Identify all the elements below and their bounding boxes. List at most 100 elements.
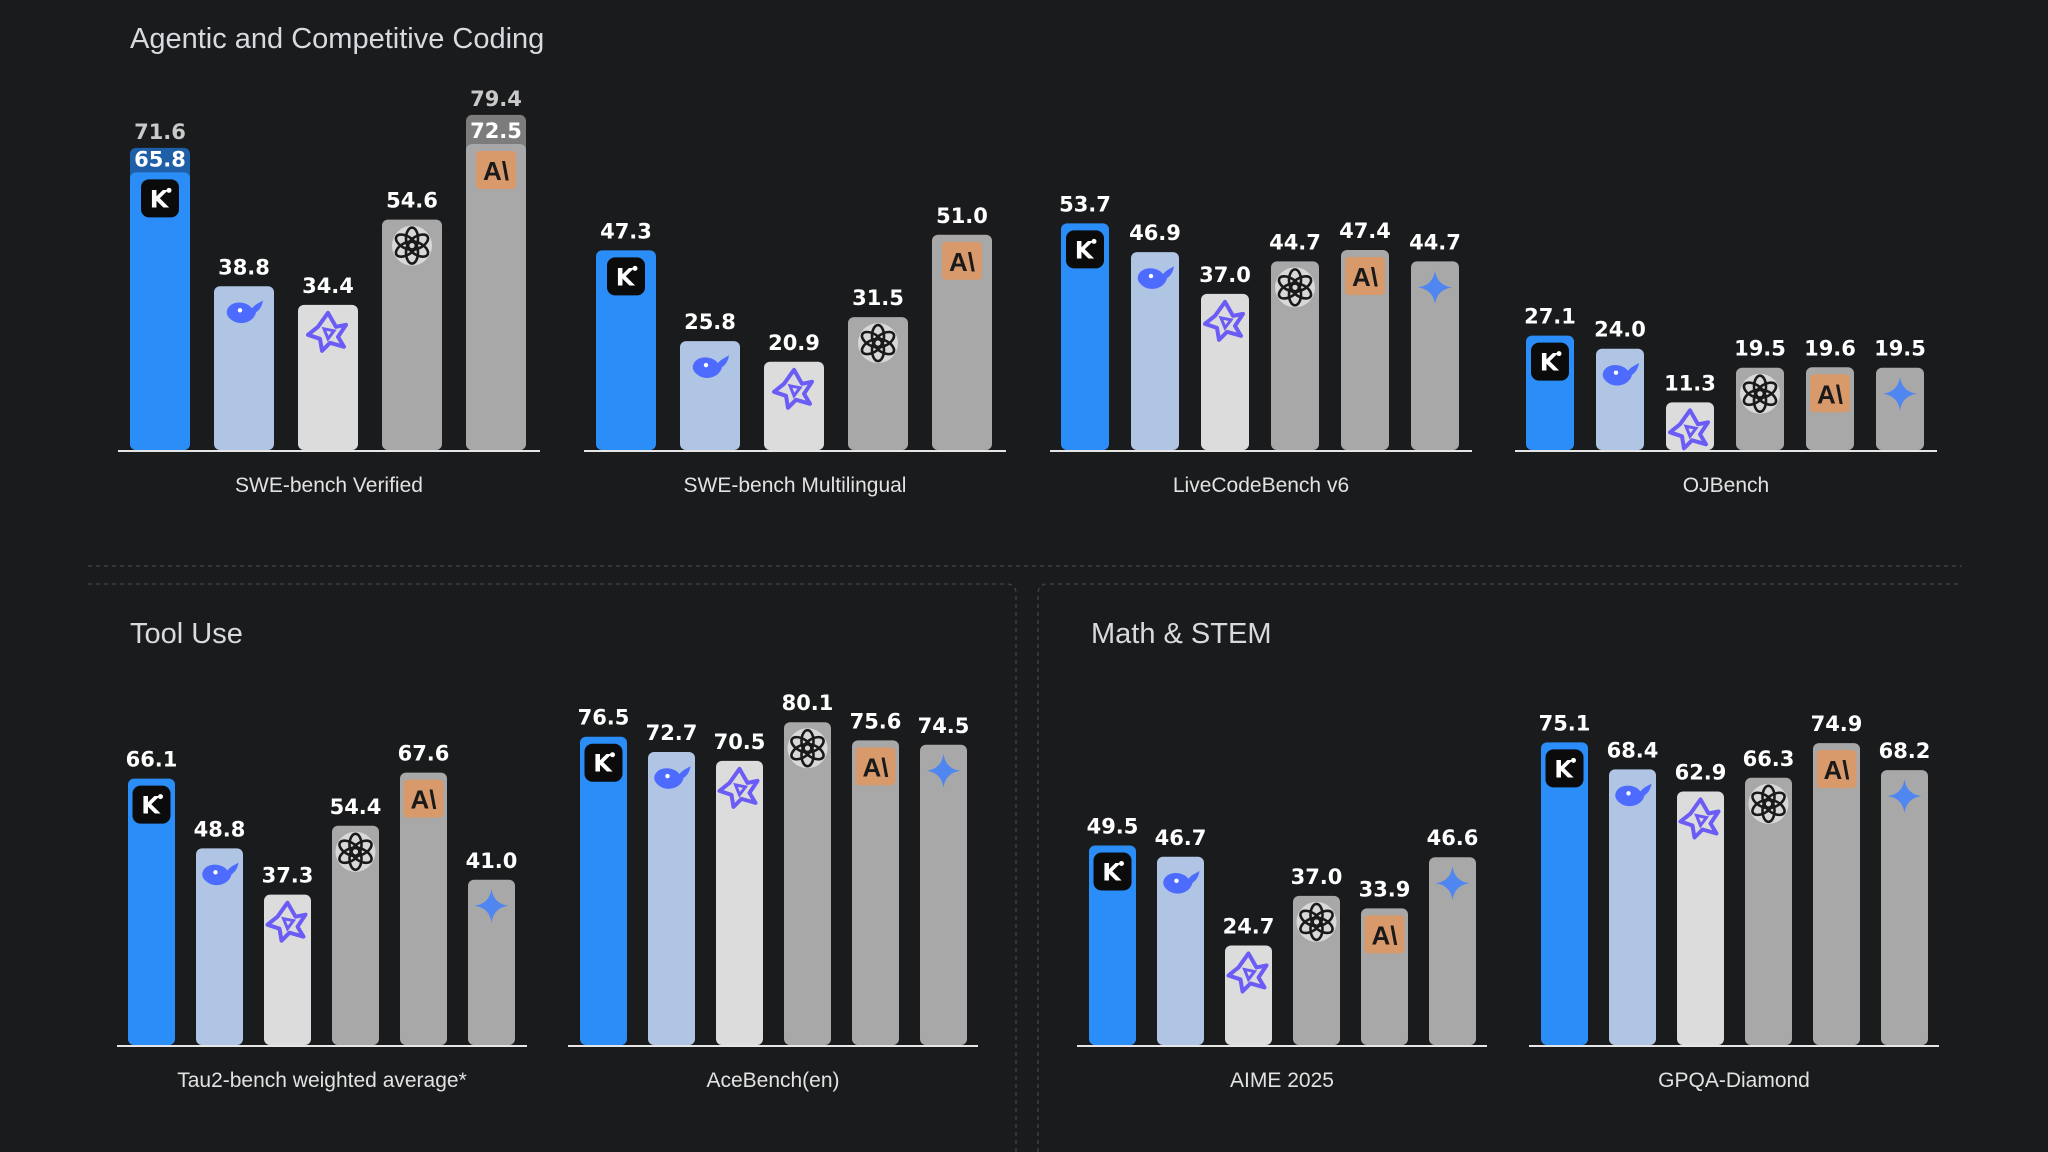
- value-label-extended: 79.4: [470, 87, 522, 111]
- svg-text:A\: A\: [1372, 920, 1398, 950]
- value-label: 44.7: [1409, 230, 1461, 254]
- bar: [716, 760, 763, 1045]
- value-label: 68.4: [1607, 738, 1659, 762]
- chart-8: GPQA-Diamond 75.1 K 68.4 62.9 66.3 74.9 A\ 68.2: [1529, 711, 1939, 1092]
- anthropic-a-icon: A\: [855, 747, 896, 786]
- whale-icon: [1615, 783, 1652, 807]
- svg-text:K: K: [1540, 349, 1560, 377]
- qwen-star-icon: [772, 367, 814, 410]
- chart-2: SWE-bench Multilingual 47.3 K 25.8 20.9 31.5 5…: [584, 204, 1006, 497]
- value-label: 54.4: [330, 795, 382, 819]
- value-label: 74.9: [1811, 712, 1863, 736]
- bar: [1541, 742, 1588, 1045]
- bar: [920, 744, 967, 1045]
- qwen-star-icon: [1203, 299, 1245, 342]
- value-label: 19.5: [1734, 337, 1786, 361]
- whale-icon: [692, 355, 729, 378]
- bar: [1596, 348, 1644, 450]
- value-label: 11.3: [1664, 371, 1716, 395]
- svg-text:A\: A\: [1824, 755, 1850, 785]
- svg-text:K: K: [1075, 236, 1095, 264]
- whale-icon: [1163, 870, 1200, 894]
- bar: [1157, 856, 1204, 1045]
- openai-knot-icon: [1748, 783, 1789, 824]
- bar: [214, 286, 274, 450]
- bar: [196, 848, 243, 1045]
- value-label: 65.8: [134, 147, 186, 171]
- anthropic-a-icon: A\: [403, 779, 444, 818]
- gemini-sparkle-icon: [1418, 270, 1452, 305]
- value-label: 76.5: [578, 706, 630, 730]
- k-logo-icon: K: [1531, 342, 1569, 381]
- value-label: 24.0: [1594, 318, 1646, 342]
- value-label: 72.5: [470, 119, 522, 143]
- anthropic-a-icon: A\: [1345, 256, 1385, 295]
- svg-text:A\: A\: [483, 156, 509, 186]
- charts-layer: SWE-bench Verified 71.6 65.8 K 38.8 34.4 54.6 7…: [117, 87, 1939, 1092]
- value-label: 38.8: [218, 255, 270, 279]
- qwen-star-icon: [1226, 951, 1269, 994]
- value-label: 37.3: [262, 864, 314, 888]
- section-title-coding: Agentic and Competitive Coding: [130, 23, 544, 55]
- value-label: 53.7: [1059, 192, 1111, 216]
- k-logo-icon: K: [1545, 749, 1584, 788]
- bar: [1411, 261, 1459, 450]
- bar: [1131, 252, 1179, 450]
- bar: [298, 304, 358, 450]
- value-label: 75.1: [1539, 711, 1591, 735]
- value-label: 67.6: [398, 742, 450, 766]
- value-label: 74.5: [918, 714, 970, 738]
- benchmark-label: SWE-bench Verified: [235, 474, 423, 497]
- svg-text:A\: A\: [949, 247, 975, 277]
- svg-text:K: K: [593, 750, 613, 778]
- openai-knot-icon: [335, 831, 376, 872]
- gemini-sparkle-icon: [1435, 866, 1470, 901]
- whale-icon: [1137, 266, 1174, 289]
- openai-knot-icon: [1296, 901, 1337, 942]
- bar: [1271, 261, 1319, 450]
- value-label: 62.9: [1675, 761, 1727, 785]
- qwen-star-icon: [1668, 408, 1710, 451]
- value-label: 66.1: [126, 748, 178, 772]
- value-label: 44.7: [1269, 230, 1321, 254]
- bar: [1341, 249, 1389, 450]
- value-label: 24.7: [1223, 914, 1275, 938]
- svg-text:K: K: [1554, 755, 1574, 783]
- bar: [400, 772, 447, 1045]
- value-label: 47.3: [600, 219, 652, 243]
- svg-text:A\: A\: [411, 785, 437, 815]
- gemini-sparkle-icon: [1883, 376, 1917, 411]
- value-label: 54.6: [386, 189, 438, 213]
- value-label: 25.8: [684, 310, 736, 334]
- value-label: 47.4: [1339, 219, 1391, 243]
- bar: [648, 752, 695, 1045]
- benchmark-label: AIME 2025: [1230, 1069, 1334, 1092]
- anthropic-a-icon: A\: [1816, 750, 1857, 789]
- bar: [764, 361, 824, 450]
- bar: [382, 219, 442, 450]
- value-label: 68.2: [1879, 739, 1931, 763]
- value-label: 34.4: [302, 274, 354, 298]
- bar: [332, 825, 379, 1045]
- k-logo-icon: K: [1093, 852, 1132, 891]
- bar: [1677, 791, 1724, 1045]
- benchmark-label: GPQA-Diamond: [1658, 1069, 1810, 1092]
- benchmark-label: OJBench: [1683, 474, 1769, 497]
- anthropic-a-icon: A\: [942, 241, 982, 280]
- svg-text:K: K: [150, 185, 170, 213]
- k-logo-icon: K: [1066, 230, 1104, 269]
- value-label: 72.7: [646, 721, 698, 745]
- openai-knot-icon: [392, 225, 432, 266]
- openai-knot-icon: [858, 323, 898, 364]
- whale-icon: [1602, 362, 1639, 386]
- whale-icon: [654, 766, 691, 789]
- section-title-math-stem: Math & STEM: [1091, 618, 1272, 650]
- value-label-extended: 71.6: [134, 120, 186, 144]
- gemini-sparkle-icon: [474, 888, 509, 923]
- anthropic-a-icon: A\: [476, 151, 516, 190]
- benchmark-label: LiveCodeBench v6: [1173, 474, 1349, 497]
- value-label: 46.7: [1155, 826, 1207, 850]
- value-label: 48.8: [194, 817, 246, 841]
- bar: [128, 778, 175, 1045]
